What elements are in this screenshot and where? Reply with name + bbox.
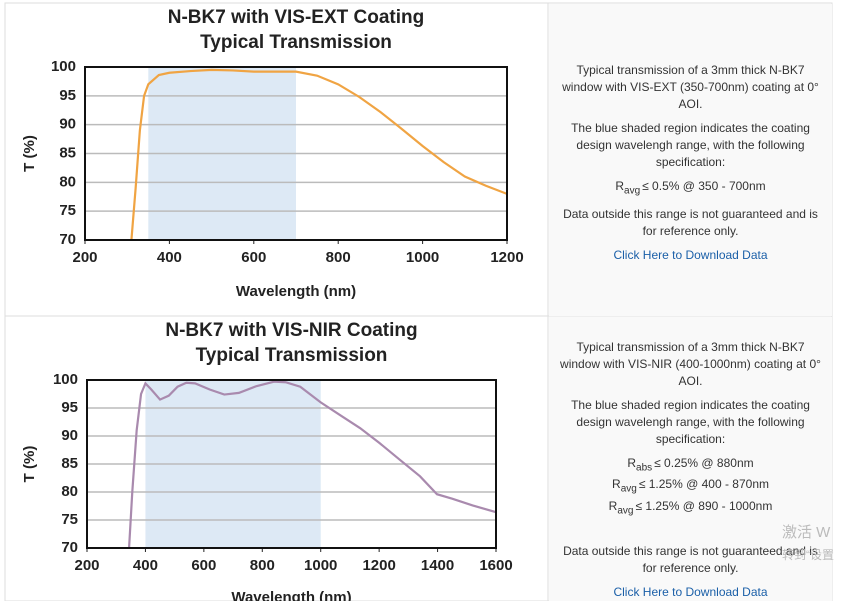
spec-symbol: R	[608, 498, 618, 513]
spec: Ravg ≤ 0.5% @ 350 - 700nm	[555, 178, 826, 199]
y-tick-label: 90	[61, 427, 78, 444]
y-tick-label: 70	[61, 539, 78, 556]
x-tick-label: 400	[133, 557, 158, 574]
y-tick-label: 80	[59, 173, 76, 190]
plot-border	[84, 66, 508, 241]
plot-border	[86, 379, 497, 549]
spec-subscript: avg	[620, 483, 637, 495]
y-tick-label: 95	[59, 87, 76, 104]
disclaimer: Data outside this range is not guarantee…	[563, 207, 818, 239]
spec-subscript: abs	[636, 462, 653, 474]
x-tick-label: 1200	[362, 557, 395, 574]
x-tick-label: 1400	[421, 557, 454, 574]
y-tick-label: 95	[61, 399, 78, 416]
spec-subscript: avg	[617, 505, 634, 517]
note: The blue shaded region indicates the coa…	[571, 121, 810, 169]
chart-subtitle: Typical Transmission	[196, 345, 388, 366]
y-tick-label: 90	[59, 116, 76, 133]
transmission-line	[127, 380, 496, 548]
link-row: Click Here to Download Data	[555, 584, 826, 601]
y-tick-label: 70	[59, 231, 76, 248]
spec: Ravg ≤ 1.25% @ 400 - 870nm	[555, 476, 826, 497]
chart-title: N-BK7 with VIS-EXT Coating	[168, 7, 425, 28]
frame	[4, 2, 833, 601]
x-tick-label: 1000	[304, 557, 337, 574]
x-axis-label: Wavelength (nm)	[236, 283, 356, 300]
y-tick-label: 85	[59, 144, 76, 161]
x-tick-label: 600	[191, 557, 216, 574]
chart-subtitle: Typical Transmission	[200, 32, 392, 53]
description: Typical transmission of a 3mm thick N-BK…	[560, 340, 821, 388]
x-tick-label: 800	[326, 249, 351, 266]
y-tick-label: 75	[59, 202, 76, 219]
x-tick-label: 800	[250, 557, 275, 574]
y-tick-label: 85	[61, 455, 78, 472]
y-tick-label: 100	[51, 58, 76, 75]
spec-symbol: R	[612, 477, 621, 492]
spec-text: ≤ 0.5% @ 350 - 700nm	[642, 179, 766, 193]
spec: Ravg ≤ 1.25% @ 890 - 1000nm	[555, 498, 826, 519]
spec-text: ≤ 1.25% @ 890 - 1000nm	[635, 498, 773, 513]
spec-subscript: avg	[624, 185, 641, 197]
description-panel: Typical transmission of a 3mm thick N-BK…	[549, 4, 832, 316]
link-row: Click Here to Download Data	[555, 247, 826, 264]
x-tick-label: 1200	[490, 249, 523, 266]
x-tick-label: 400	[157, 249, 182, 266]
x-axis-label: Wavelength (nm)	[231, 589, 351, 601]
description: Typical transmission of a 3mm thick N-BK…	[562, 63, 819, 111]
x-tick-label: 1000	[406, 249, 439, 266]
description-panel: Typical transmission of a 3mm thick N-BK…	[549, 317, 832, 601]
spec-text: ≤ 1.25% @ 400 - 870nm	[638, 477, 769, 492]
download-link[interactable]: Click Here to Download Data	[613, 248, 768, 263]
y-axis-label: T (%)	[21, 446, 38, 483]
specs: Rabs ≤ 0.25% @ 880nm Ravg ≤ 1.25% @ 400 - 8…	[555, 455, 826, 519]
y-tick-label: 80	[61, 483, 78, 500]
watermark: 激活 W	[782, 524, 831, 541]
specs: Ravg ≤ 0.5% @ 350 - 700nm	[555, 178, 826, 199]
download-link[interactable]: Click Here to Download Data	[613, 585, 768, 600]
transmission-line	[130, 68, 507, 240]
note: The blue shaded region indicates the coa…	[571, 398, 810, 446]
x-tick-label: 200	[72, 249, 97, 266]
y-tick-label: 75	[61, 511, 78, 528]
x-tick-label: 200	[74, 557, 99, 574]
x-tick-label: 600	[241, 249, 266, 266]
disclaimer: Data outside this range is not guarantee…	[563, 544, 818, 576]
x-tick-label: 1600	[479, 557, 512, 574]
spec-text: ≤ 0.25% @ 880nm	[654, 456, 754, 470]
spec: Rabs ≤ 0.25% @ 880nm	[555, 455, 826, 476]
spec-symbol: R	[627, 456, 637, 470]
y-axis-label: T (%)	[21, 135, 38, 172]
spec-symbol: R	[615, 179, 625, 193]
y-tick-label: 100	[53, 371, 78, 388]
chart-title: N-BK7 with VIS-NIR Coating	[165, 320, 417, 341]
watermark: 转到“设置	[782, 548, 834, 562]
